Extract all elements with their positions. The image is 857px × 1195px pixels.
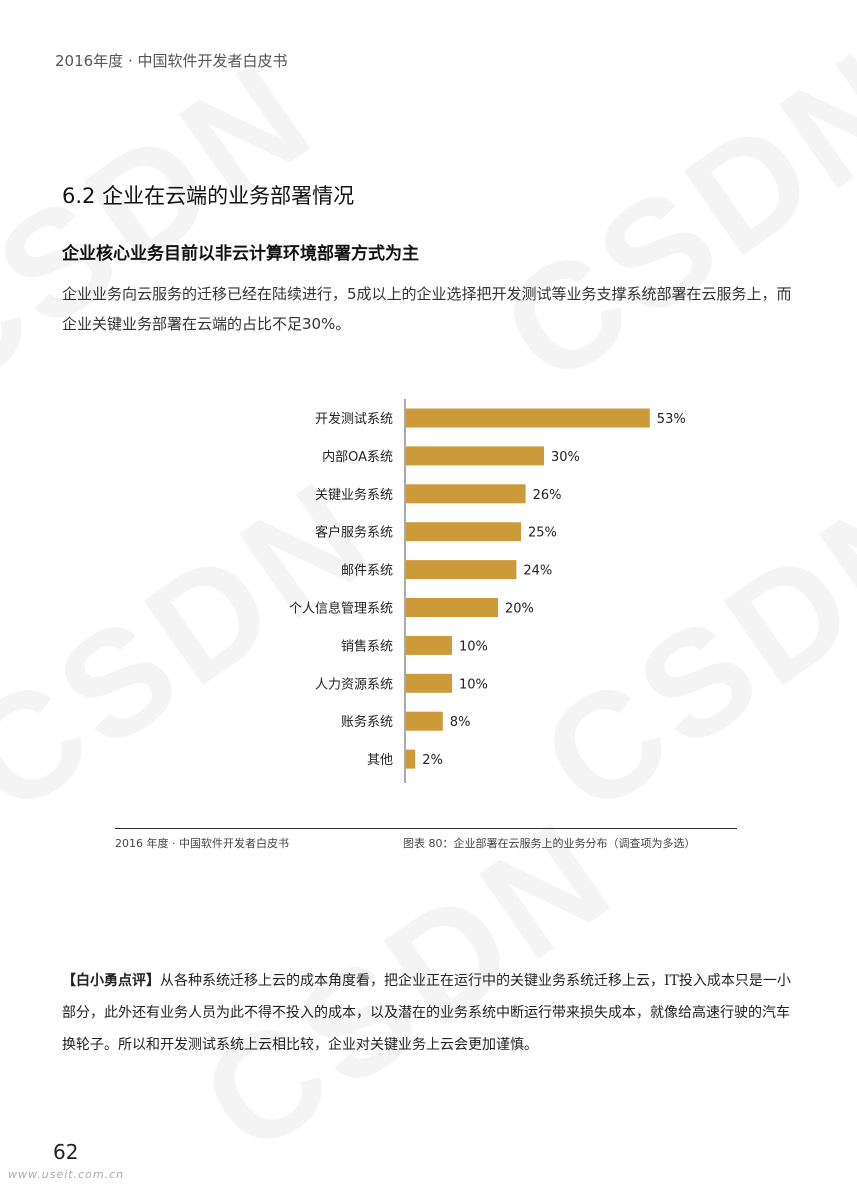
category-label: 个人信息管理系统 — [289, 601, 393, 617]
category-label: 客户服务系统 — [315, 525, 393, 541]
category-label: 人力资源系统 — [315, 677, 393, 692]
value-label: 10% — [459, 639, 488, 654]
value-label: 20% — [505, 602, 534, 617]
chart-caption: 图表 80：企业部署在云服务上的业务分布（调查项为多选） — [403, 837, 696, 850]
page-number: 62 — [53, 1140, 79, 1164]
commentary-paragraph: 【白小勇点评】从各种系统迁移上云的成本角度看，把企业正在运行中的关键业务系统迁移… — [62, 965, 802, 1061]
value-label: 24% — [523, 564, 552, 579]
bar-chart: 开发测试系统 53% 内部OA系统 30% 关键业务系统 26% 客户服务系统 25% 邮件系统… — [289, 399, 686, 783]
category-label: 销售系统 — [341, 638, 393, 654]
watermark: CSDN — [0, 26, 344, 426]
section-subtitle: 企业核心业务目前以非云计算环境部署方式为主 — [62, 244, 419, 264]
value-label: 2% — [422, 753, 443, 768]
value-label: 8% — [450, 715, 471, 730]
bar — [406, 484, 526, 504]
category-label: 账务系统 — [341, 714, 393, 730]
chart-footer-divider — [115, 828, 737, 829]
category-label: 关键业务系统 — [315, 487, 393, 503]
category-label: 邮件系统 — [341, 564, 393, 579]
bar — [406, 673, 452, 693]
bar — [406, 598, 498, 617]
site-url: www.useit.com.cn — [8, 1168, 125, 1181]
bar — [406, 635, 452, 655]
chart-footer-source: 2016 年度 · 中国软件开发者白皮书 — [115, 837, 289, 850]
category-label: 开发测试系统 — [315, 411, 393, 427]
watermark: CSDN — [472, 16, 857, 416]
section-title: 6.2 企业在云端的业务部署情况 — [62, 184, 355, 208]
category-label: 其他 — [367, 753, 393, 768]
bar — [406, 446, 544, 466]
running-header: 2016年度 · 中国软件开发者白皮书 — [55, 52, 288, 70]
bar — [406, 560, 517, 580]
bar — [406, 711, 443, 731]
bar — [406, 408, 650, 428]
value-label: 10% — [459, 677, 488, 692]
value-label: 30% — [551, 450, 580, 465]
bar — [406, 522, 521, 542]
intro-paragraph: 企业业务向云服务的迁移已经在陆续进行，5成以上的企业选择把开发测试等业务支撑系统… — [62, 285, 792, 333]
value-label: 53% — [657, 412, 686, 427]
commentary-lead: 【白小勇点评】 — [62, 973, 160, 989]
value-label: 26% — [533, 488, 562, 503]
commentary-text: 从各种系统迁移上云的成本角度看，把企业正在运行中的关键业务系统迁移上云，IT投入… — [62, 973, 791, 1053]
bar — [406, 749, 416, 769]
value-label: 25% — [528, 526, 557, 541]
category-label: 内部OA系统 — [322, 449, 393, 465]
